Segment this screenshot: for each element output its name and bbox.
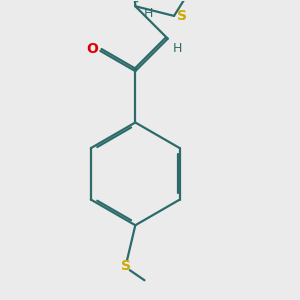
Text: S: S <box>121 259 131 273</box>
Text: H: H <box>143 7 153 20</box>
Text: H: H <box>173 42 182 55</box>
Text: S: S <box>177 9 187 23</box>
Text: O: O <box>86 42 98 56</box>
